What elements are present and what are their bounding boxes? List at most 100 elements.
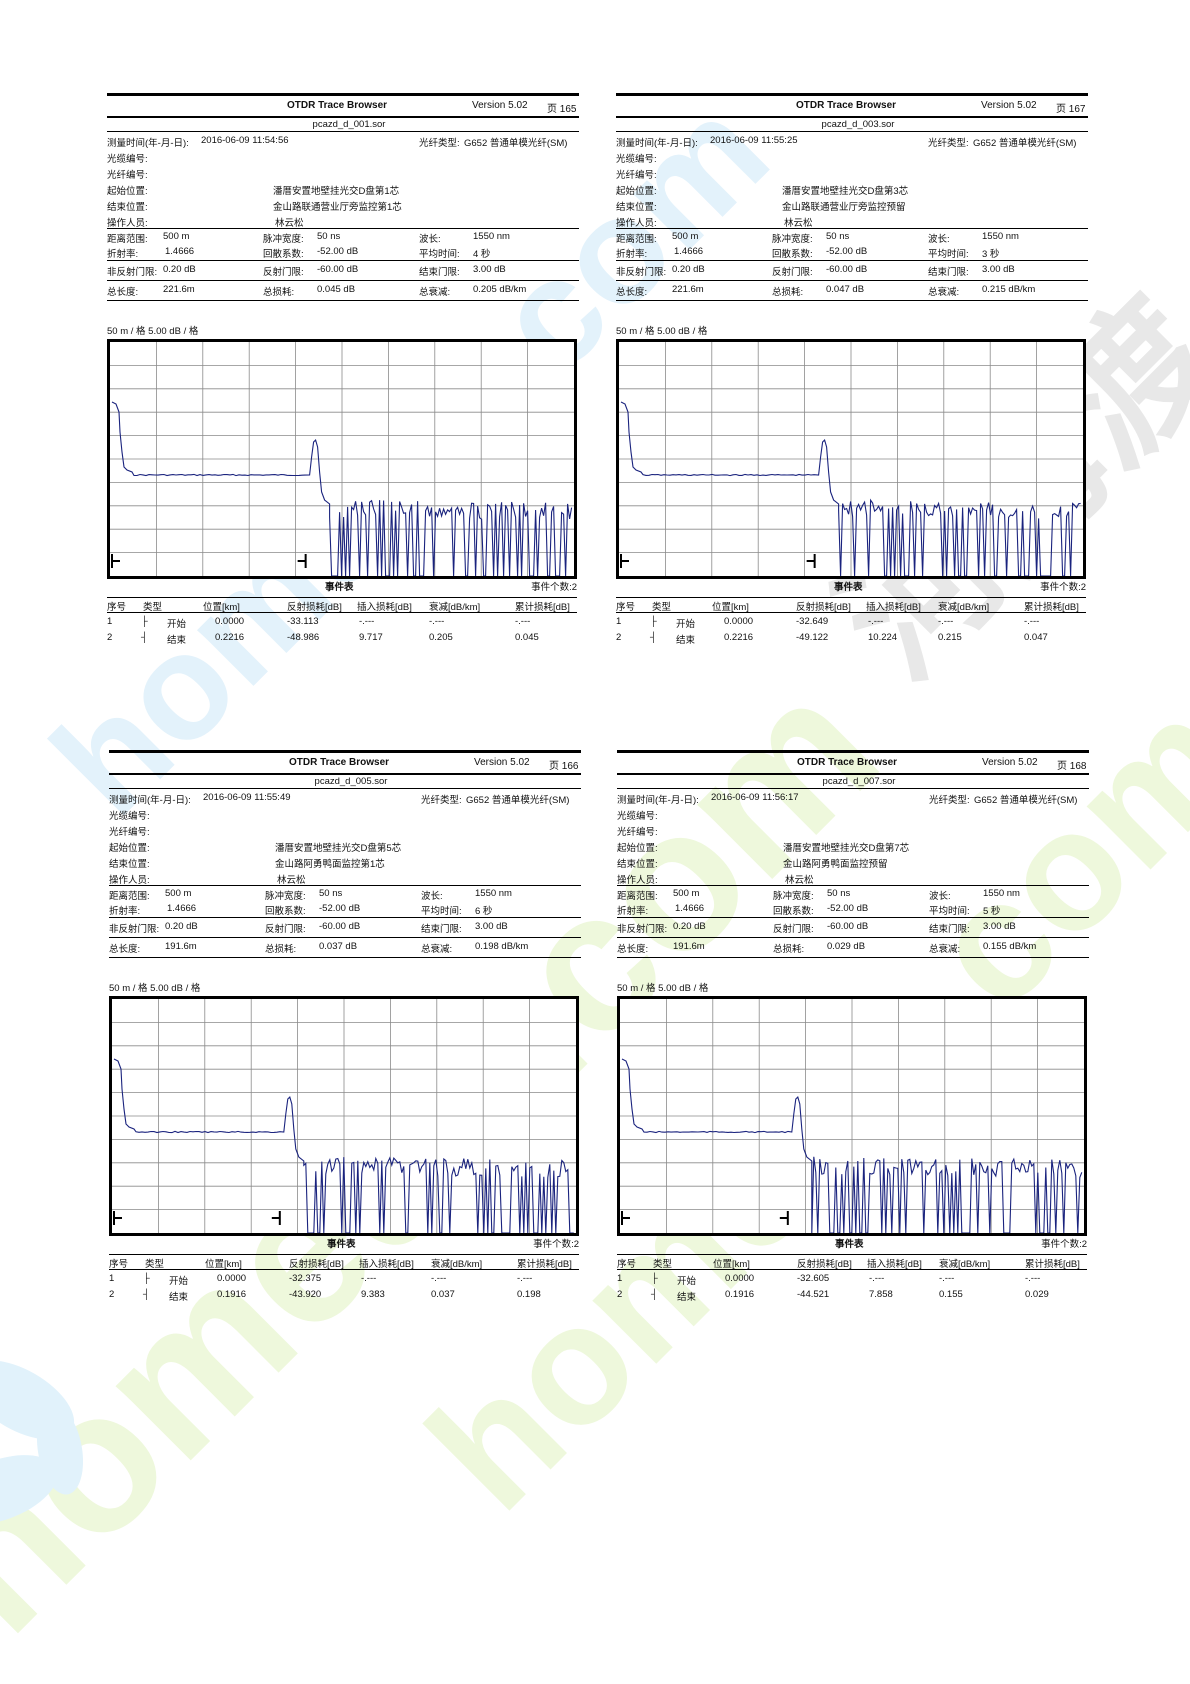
avg-time-label: 平均时间: [929, 906, 970, 917]
fiber-type-value: G652 普通单模光纤(SM) [464, 138, 568, 149]
fiber-type-value: G652 普通单模光纤(SM) [974, 795, 1078, 806]
nonrefl-threshold-label: 非反射门限: [109, 924, 160, 935]
nonrefl-threshold-label: 非反射门限: [107, 267, 158, 278]
event-position: 0.2216 [215, 632, 245, 643]
total-loss-value: 0.029 dB [827, 941, 866, 952]
measurement-info: 测量时间(年-月-日): 2016-06-09 11:55:25 光纤类型: G… [616, 132, 1088, 229]
col-cum-loss: 累计损耗[dB] [1024, 602, 1079, 613]
event-ins-loss: 9.383 [361, 1289, 385, 1300]
page-value: 168 [1069, 761, 1087, 772]
range-value: 500 m [163, 231, 190, 242]
event-ins-loss: -.--- [361, 1273, 377, 1284]
pulse-value: 50 ns [827, 888, 851, 899]
event-type: 开始 [676, 619, 696, 630]
event-atten: 0.215 [938, 632, 962, 643]
event-ins-loss: 7.858 [869, 1289, 893, 1300]
event-type-symbol: ┤ [650, 632, 657, 643]
app-title: OTDR Trace Browser [289, 757, 390, 768]
event-refl-loss: -32.605 [797, 1273, 830, 1284]
backscatter-value: -52.00 dB [319, 903, 361, 914]
chart-scale: 50 m / 格 5.00 dB / 格 [616, 326, 708, 337]
event-row: 2 ┤ 结束 0.2216 -49.122 10.224 0.215 0.047 [616, 631, 1086, 646]
event-row: 1 ├ 开始 0.0000 -33.113 -.--- -.--- -.--- [107, 615, 577, 630]
total-length-value: 221.6m [672, 284, 704, 295]
wavelength-label: 波长: [421, 891, 443, 902]
refl-threshold-label: 反射门限: [263, 267, 304, 278]
col-refl-loss: 反射损耗[dB] [289, 1259, 344, 1270]
chart-scale: 50 m / 格 5.00 dB / 格 [109, 983, 201, 994]
event-cum-loss: -.--- [1024, 616, 1040, 627]
backscatter-value: -52.00 dB [826, 246, 868, 257]
wavelength-label: 波长: [929, 891, 951, 902]
end-event-marker [297, 554, 307, 568]
event-cum-loss: 0.198 [517, 1289, 541, 1300]
col-ins-loss: 插入损耗[dB] [867, 1259, 922, 1270]
col-atten: 衰减[dB/km] [938, 602, 990, 613]
event-type: 结束 [677, 1292, 697, 1303]
acquisition-params: 距离范围: 500 m 脉冲宽度: 50 ns 波长: 1550 nm 折射率:… [109, 886, 581, 918]
cable-no-label: 光缆编号: [617, 811, 658, 822]
start-location-value: 潘厝安置地壁挂光交D盘第7芯 [783, 843, 910, 854]
end-threshold-value: 3.00 dB [982, 264, 1015, 275]
ior-value: 1.4666 [674, 246, 704, 257]
event-cum-loss: -.--- [515, 616, 531, 627]
event-row: 1 ├ 开始 0.0000 -32.649 -.--- -.--- -.--- [616, 615, 1086, 630]
start-location-value: 潘厝安置地壁挂光交D盘第1芯 [273, 186, 400, 197]
event-position: 0.0000 [725, 1273, 755, 1284]
operator-label: 操作人员: [617, 875, 658, 886]
event-type: 开始 [169, 1276, 189, 1287]
range-label: 距离范围: [617, 891, 658, 902]
event-row: 2 ┤ 结束 0.2216 -48.986 9.717 0.205 0.045 [107, 631, 577, 646]
event-position: 0.1916 [725, 1289, 755, 1300]
event-type-symbol: ├ [143, 1273, 150, 1284]
col-cum-loss: 累计损耗[dB] [1025, 1259, 1080, 1270]
otdr-report-panel-2: OTDR Trace Browser Version 5.02 页 167 pc… [616, 93, 1088, 653]
start-location-value: 潘厝安置地壁挂光交D盘第3芯 [782, 186, 909, 197]
event-ins-loss: -.--- [868, 616, 884, 627]
end-location-label: 结束位置: [616, 202, 657, 213]
start-location-label: 起始位置: [616, 186, 657, 197]
operator-value: 林云松 [277, 875, 306, 886]
event-table-header: 序号 类型 位置[km] 反射损耗[dB] 插入损耗[dB] 衰减[dB/km]… [617, 1254, 1087, 1270]
col-no: 序号 [109, 1259, 129, 1270]
fiber-type-label: 光纤类型: [421, 795, 462, 806]
measure-time-value: 2016-06-09 11:55:49 [203, 792, 291, 803]
otdr-trace-chart [109, 996, 579, 1236]
event-type-symbol: ├ [141, 616, 148, 627]
event-no: 2 [109, 1289, 115, 1300]
col-cum-loss: 累计损耗[dB] [515, 602, 570, 613]
operator-label: 操作人员: [107, 218, 148, 229]
trace-svg [620, 999, 1084, 1233]
start-event-marker [620, 554, 629, 568]
fiber-type-label: 光纤类型: [928, 138, 969, 149]
fiber-type-label: 光纤类型: [929, 795, 970, 806]
otdr-trace-chart [616, 339, 1086, 579]
col-ins-loss: 插入损耗[dB] [866, 602, 921, 613]
event-type-symbol: ├ [651, 1273, 658, 1284]
total-length-value: 191.6m [165, 941, 197, 952]
start-location-label: 起始位置: [617, 843, 658, 854]
page-prefix: 页 [1056, 104, 1066, 115]
event-count: 事件个数:2 [1041, 1239, 1087, 1250]
page-prefix: 页 [547, 104, 557, 115]
backscatter-label: 回散系数: [263, 249, 304, 260]
end-threshold-value: 3.00 dB [983, 921, 1016, 932]
measure-time-value: 2016-06-09 11:54:56 [201, 135, 289, 146]
end-threshold-label: 结束门限: [928, 267, 969, 278]
event-atten: -.--- [431, 1273, 447, 1284]
page-value: 166 [561, 761, 579, 772]
col-position: 位置[km] [712, 602, 749, 613]
event-table-title: 事件表 [327, 1239, 356, 1250]
measure-time-label: 测量时间(年-月-日): [617, 795, 699, 806]
end-event-marker [779, 1211, 789, 1225]
end-location-value: 金山路联通营业厅旁监控第1芯 [273, 202, 402, 213]
nonrefl-threshold-value: 0.20 dB [672, 264, 705, 275]
avg-time-label: 平均时间: [928, 249, 969, 260]
pulse-label: 脉冲宽度: [265, 891, 306, 902]
avg-time-value: 3 秒 [982, 249, 1000, 260]
total-atten-label: 总衰减: [421, 944, 453, 955]
page-value: 167 [1068, 104, 1086, 115]
backscatter-label: 回散系数: [773, 906, 814, 917]
event-cum-loss: 0.045 [515, 632, 539, 643]
total-atten-value: 0.155 dB/km [983, 941, 1037, 952]
